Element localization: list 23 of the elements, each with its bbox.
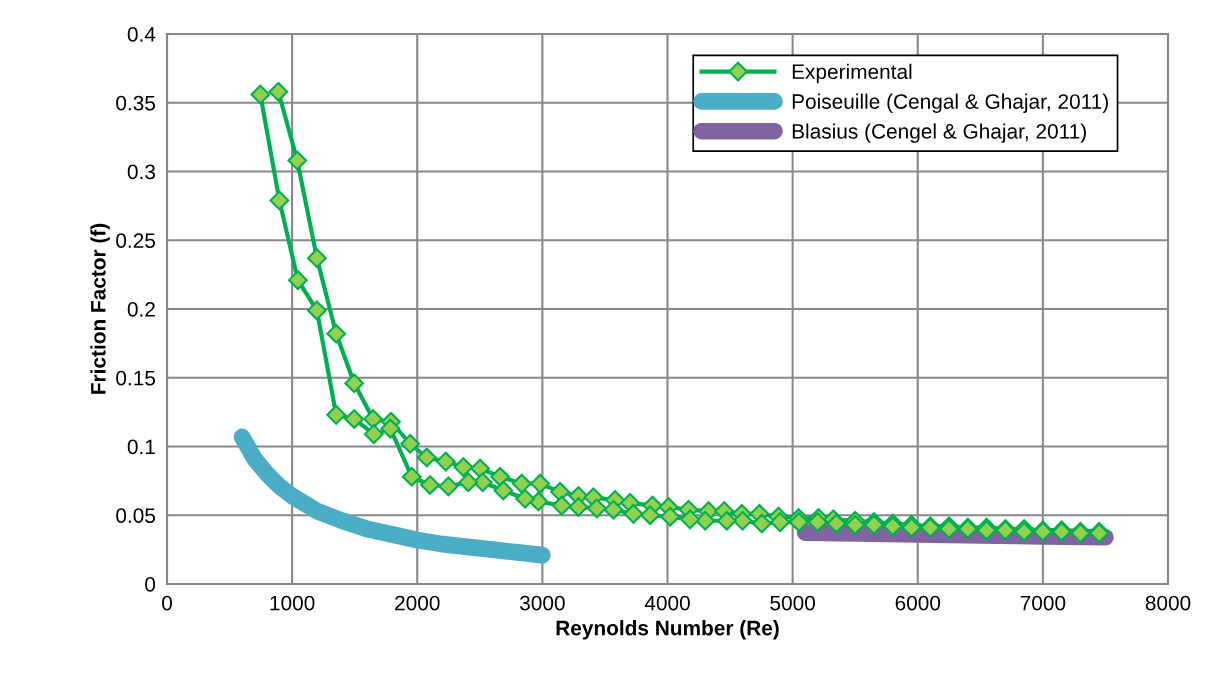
x-tick-label: 1000 (270, 595, 315, 611)
x-tick-label: 4000 (644, 595, 690, 611)
y-tick-label: 0.2 (127, 302, 155, 317)
x-tick-label: 2000 (395, 595, 440, 611)
y-tick-label: 0.1 (127, 439, 155, 455)
legend-label: Experimental (792, 63, 912, 84)
x-axis-title: Reynolds Number (Re) (556, 620, 779, 640)
y-tick-label: 0.3 (127, 164, 155, 180)
x-tick-label: 3000 (520, 595, 565, 611)
y-tick-label: 0 (145, 577, 156, 592)
x-tick-label: 8000 (1145, 595, 1191, 611)
x-tick-label: 5000 (770, 595, 815, 611)
y-tick-label: 0.4 (127, 27, 156, 42)
x-tick-label: 6000 (895, 595, 941, 611)
legend-label: Blasius (Cengel & Ghajar, 2011) (792, 123, 1086, 143)
y-tick-label: 0.05 (116, 508, 156, 523)
y-axis-title: Friction Factor (f) (90, 223, 110, 394)
y-tick-label: 0.25 (116, 233, 156, 248)
x-tick-label: 0 (162, 595, 172, 611)
y-tick-label: 0.35 (116, 95, 156, 111)
legend-label: Poiseuille (Cengal & Ghajar, 2011) (792, 93, 1108, 114)
y-tick-label: 0.15 (116, 370, 156, 386)
x-tick-label: 7000 (1020, 595, 1066, 611)
